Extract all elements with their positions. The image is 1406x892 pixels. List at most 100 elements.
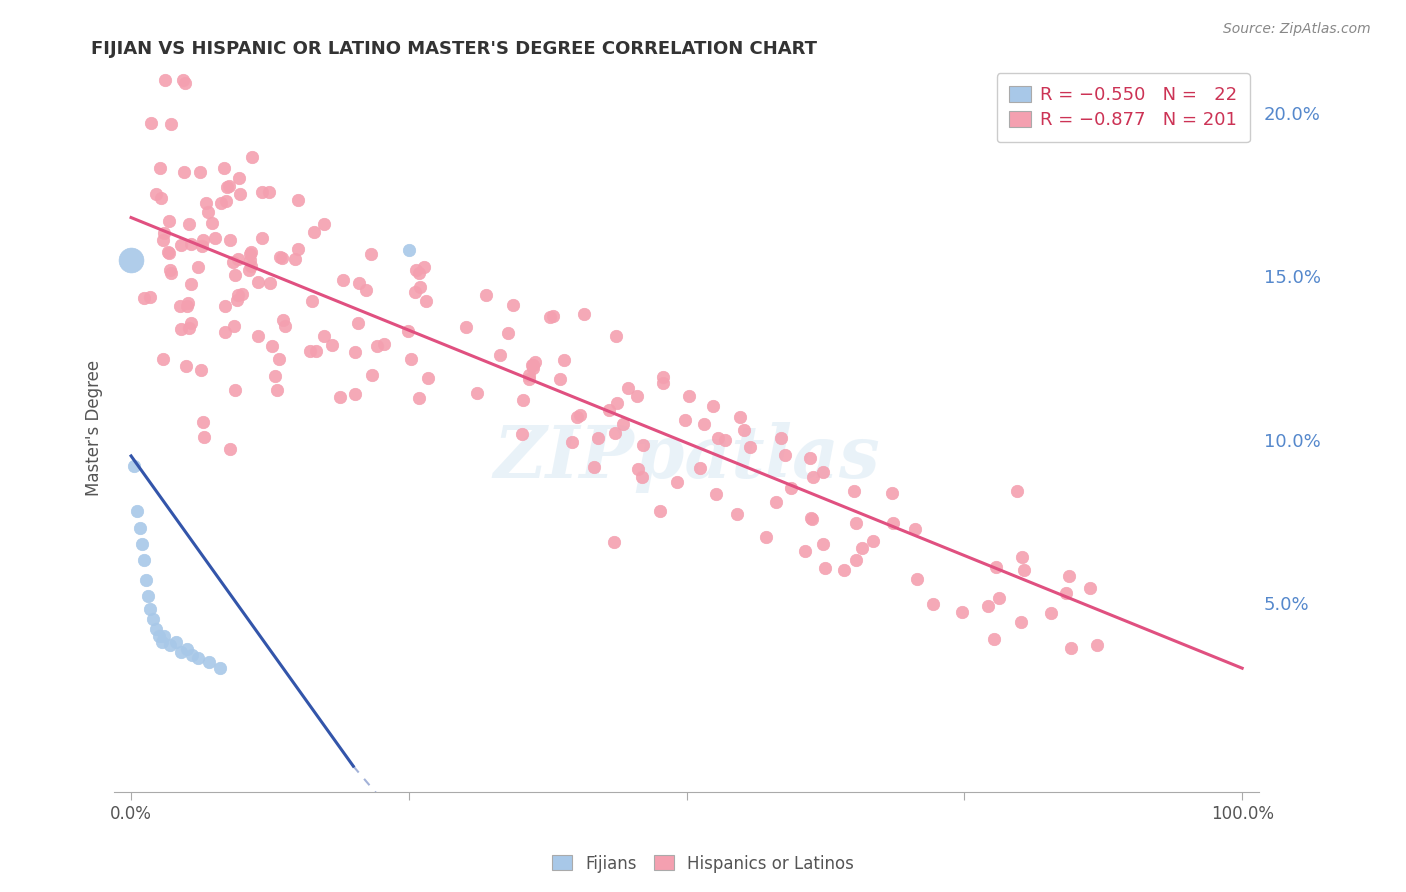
Hispanics or Latinos bbox=[225, 293, 247, 307]
Hispanics or Latinos bbox=[312, 328, 335, 343]
Fijians bbox=[134, 553, 156, 567]
Fijians bbox=[181, 648, 204, 662]
Hispanics or Latinos bbox=[139, 290, 162, 304]
Hispanics or Latinos bbox=[408, 266, 430, 280]
Hispanics or Latinos bbox=[299, 343, 322, 358]
Hispanics or Latinos bbox=[413, 260, 436, 274]
Hispanics or Latinos bbox=[304, 225, 326, 239]
Hispanics or Latinos bbox=[1012, 563, 1035, 577]
Hispanics or Latinos bbox=[214, 299, 236, 313]
Hispanics or Latinos bbox=[666, 475, 689, 489]
Hispanics or Latinos bbox=[801, 512, 824, 526]
Hispanics or Latinos bbox=[880, 485, 903, 500]
Hispanics or Latinos bbox=[862, 534, 884, 549]
Hispanics or Latinos bbox=[191, 415, 214, 429]
Hispanics or Latinos bbox=[538, 310, 561, 324]
Hispanics or Latinos bbox=[800, 511, 823, 525]
Hispanics or Latinos bbox=[173, 165, 195, 179]
Hispanics or Latinos bbox=[779, 481, 801, 495]
Fijians bbox=[150, 635, 173, 649]
Hispanics or Latinos bbox=[983, 632, 1005, 647]
Hispanics or Latinos bbox=[567, 410, 589, 425]
Hispanics or Latinos bbox=[228, 288, 250, 302]
Hispanics or Latinos bbox=[678, 389, 700, 403]
Hispanics or Latinos bbox=[714, 433, 737, 447]
Hispanics or Latinos bbox=[814, 561, 837, 575]
Hispanics or Latinos bbox=[246, 276, 269, 290]
Hispanics or Latinos bbox=[193, 430, 215, 444]
Hispanics or Latinos bbox=[582, 459, 605, 474]
Hispanics or Latinos bbox=[606, 395, 628, 409]
Hispanics or Latinos bbox=[517, 368, 540, 382]
Hispanics or Latinos bbox=[217, 180, 239, 194]
Hispanics or Latinos bbox=[218, 178, 240, 193]
Hispanics or Latinos bbox=[228, 170, 250, 185]
Hispanics or Latinos bbox=[204, 231, 226, 245]
Hispanics or Latinos bbox=[239, 253, 262, 268]
Hispanics or Latinos bbox=[274, 318, 297, 333]
Hispanics or Latinos bbox=[229, 186, 252, 201]
Hispanics or Latinos bbox=[287, 193, 309, 207]
Hispanics or Latinos bbox=[305, 344, 328, 359]
Hispanics or Latinos bbox=[626, 389, 648, 403]
Hispanics or Latinos bbox=[361, 368, 384, 382]
Hispanics or Latinos bbox=[180, 316, 202, 330]
Hispanics or Latinos bbox=[219, 234, 242, 248]
Hispanics or Latinos bbox=[612, 417, 634, 431]
Hispanics or Latinos bbox=[842, 483, 865, 498]
Hispanics or Latinos bbox=[157, 214, 180, 228]
Hispanics or Latinos bbox=[510, 426, 533, 441]
Fijians bbox=[398, 243, 420, 257]
Hispanics or Latinos bbox=[454, 319, 477, 334]
Hispanics or Latinos bbox=[145, 187, 167, 202]
Hispanics or Latinos bbox=[986, 559, 1008, 574]
Hispanics or Latinos bbox=[904, 523, 927, 537]
Hispanics or Latinos bbox=[321, 338, 343, 352]
Hispanics or Latinos bbox=[725, 507, 748, 521]
Hispanics or Latinos bbox=[329, 390, 352, 404]
Fijians bbox=[125, 504, 148, 518]
Hispanics or Latinos bbox=[344, 344, 367, 359]
Hispanics or Latinos bbox=[177, 321, 200, 335]
Hispanics or Latinos bbox=[921, 597, 943, 611]
Hispanics or Latinos bbox=[271, 312, 294, 326]
Y-axis label: Master's Degree: Master's Degree bbox=[86, 360, 103, 496]
Hispanics or Latinos bbox=[765, 495, 787, 509]
Hispanics or Latinos bbox=[689, 460, 711, 475]
Hispanics or Latinos bbox=[141, 116, 163, 130]
Hispanics or Latinos bbox=[160, 117, 183, 131]
Hispanics or Latinos bbox=[569, 408, 592, 422]
Hispanics or Latinos bbox=[522, 361, 544, 376]
Text: ZIPpatlas: ZIPpatlas bbox=[494, 422, 880, 492]
Hispanics or Latinos bbox=[603, 426, 626, 441]
Hispanics or Latinos bbox=[811, 537, 834, 551]
Hispanics or Latinos bbox=[630, 469, 652, 483]
Hispanics or Latinos bbox=[259, 276, 281, 290]
Hispanics or Latinos bbox=[134, 291, 156, 305]
Hispanics or Latinos bbox=[707, 431, 730, 445]
Hispanics or Latinos bbox=[404, 285, 426, 299]
Fijians bbox=[124, 458, 146, 473]
Fijians bbox=[176, 641, 198, 656]
Hispanics or Latinos bbox=[733, 423, 755, 437]
Hispanics or Latinos bbox=[263, 369, 285, 384]
Hispanics or Latinos bbox=[188, 165, 211, 179]
Hispanics or Latinos bbox=[603, 534, 626, 549]
Hispanics or Latinos bbox=[239, 259, 262, 273]
Text: Source: ZipAtlas.com: Source: ZipAtlas.com bbox=[1223, 22, 1371, 37]
Hispanics or Latinos bbox=[221, 254, 243, 268]
Hispanics or Latinos bbox=[702, 399, 724, 413]
Hispanics or Latinos bbox=[266, 383, 288, 397]
Hispanics or Latinos bbox=[627, 462, 650, 476]
Hispanics or Latinos bbox=[214, 326, 236, 340]
Hispanics or Latinos bbox=[215, 194, 238, 209]
Hispanics or Latinos bbox=[174, 76, 197, 90]
Hispanics or Latinos bbox=[238, 263, 260, 277]
Hispanics or Latinos bbox=[224, 383, 246, 397]
Hispanics or Latinos bbox=[652, 376, 675, 390]
Hispanics or Latinos bbox=[238, 247, 260, 261]
Hispanics or Latinos bbox=[269, 250, 291, 264]
Hispanics or Latinos bbox=[177, 217, 200, 231]
Hispanics or Latinos bbox=[152, 351, 174, 366]
Hispanics or Latinos bbox=[548, 372, 571, 386]
